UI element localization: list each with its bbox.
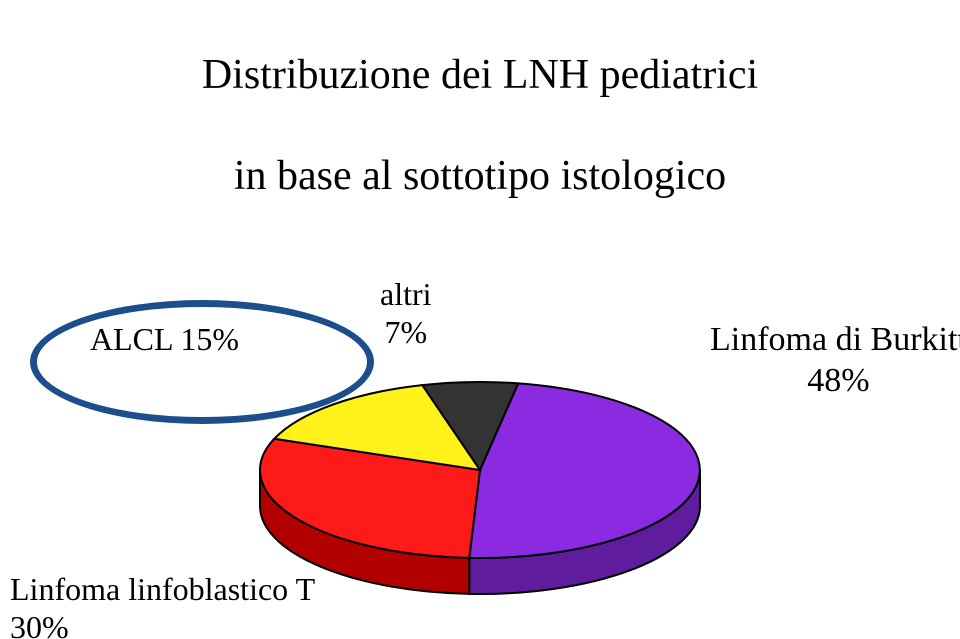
chart-title: Distribuzione dei LNH pediatrici in base… [0, 0, 960, 202]
page: Distribuzione dei LNH pediatrici in base… [0, 0, 960, 639]
label-linfoblast-pct: 30% [10, 608, 315, 639]
label-linfoblast-text: Linfoma linfoblastico T [10, 571, 315, 607]
title-line1: Distribuzione dei LNH pediatrici [202, 52, 758, 98]
title-line2: in base al sottotipo istologico [234, 153, 726, 199]
label-altri-text: altri [380, 276, 432, 312]
label-altri: altri 7% [380, 275, 432, 352]
label-linfoblast: Linfoma linfoblastico T 30% [10, 570, 315, 639]
label-alcl-text: ALCL 15% [90, 321, 239, 357]
label-alcl: ALCL 15% [90, 320, 239, 358]
alcl-highlight-ellipse [30, 300, 374, 424]
label-burkitt: Linfoma di Burkitt 48% [710, 320, 960, 402]
label-burkitt-pct: 48% [710, 361, 960, 402]
label-burkitt-text: Linfoma di Burkitt [710, 321, 960, 358]
label-altri-pct: 7% [384, 314, 427, 350]
